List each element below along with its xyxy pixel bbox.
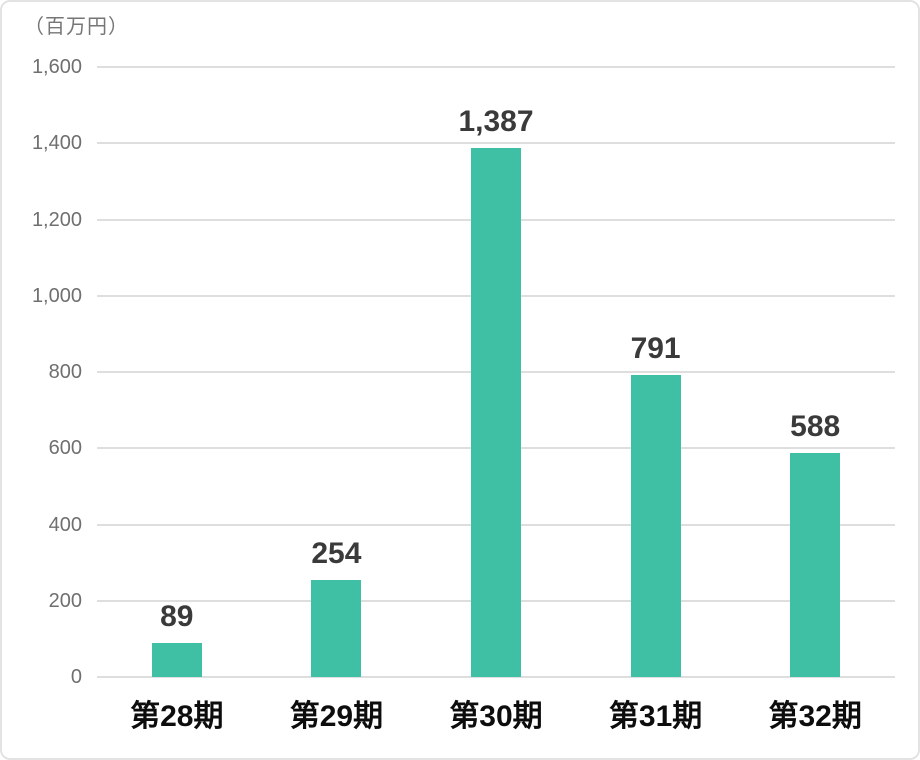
gridline bbox=[97, 142, 895, 145]
x-axis-label-第29期: 第29期 bbox=[289, 700, 384, 733]
bar-第32期 bbox=[790, 452, 841, 677]
y-axis-tick-label: 600 bbox=[48, 437, 82, 460]
bar-第31期 bbox=[630, 375, 681, 677]
plot-area: 89 254 1,387 791 588 bbox=[97, 66, 895, 678]
y-axis-tick-label: 1,000 bbox=[31, 284, 82, 307]
y-axis-unit-label: （百万円） bbox=[24, 16, 129, 38]
x-axis-label-第30期: 第30期 bbox=[449, 700, 543, 733]
bar-value-label: 89 bbox=[160, 600, 194, 634]
y-axis-tick-label: 1,600 bbox=[31, 56, 82, 78]
x-axis-label-第32期: 第32期 bbox=[768, 700, 862, 733]
y-axis-tick-label: 0 bbox=[70, 666, 82, 688]
bar-第30期 bbox=[471, 148, 521, 677]
bar-value-label: 1,387 bbox=[458, 105, 534, 139]
y-axis-tick-label: 200 bbox=[48, 589, 82, 612]
bar-value-label: 588 bbox=[790, 409, 841, 443]
gridline bbox=[97, 676, 895, 678]
y-axis-tick-label: 1,400 bbox=[31, 132, 82, 155]
gridline bbox=[97, 66, 895, 68]
y-axis-tick-label: 400 bbox=[48, 513, 82, 536]
y-axis-tick-label: 1,200 bbox=[31, 208, 82, 231]
bar-第29期 bbox=[311, 580, 362, 677]
x-axis-label-第28期: 第28期 bbox=[130, 700, 224, 733]
bar-第28期 bbox=[151, 643, 202, 677]
bar-value-label: 791 bbox=[630, 332, 681, 366]
bar-value-label: 254 bbox=[311, 537, 362, 571]
x-axis-label-第31期: 第31期 bbox=[608, 700, 703, 733]
y-axis-tick-label: 800 bbox=[48, 361, 82, 383]
